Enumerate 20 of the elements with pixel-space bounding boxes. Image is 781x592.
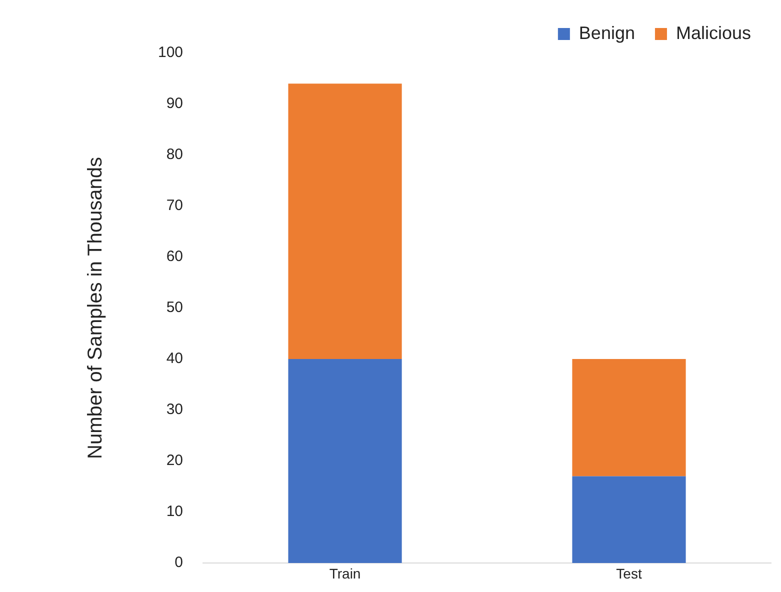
- x-tick-label: Train: [329, 565, 361, 582]
- legend-label: Benign: [578, 22, 635, 43]
- y-tick-label: 60: [166, 248, 184, 266]
- legend-label: Malicious: [676, 22, 752, 43]
- y-tick-label: 70: [166, 197, 184, 214]
- y-tick-label: 20: [166, 452, 184, 470]
- y-tick-label: 50: [166, 299, 184, 316]
- bar: [288, 359, 402, 563]
- y-tick-label: 0: [174, 554, 184, 572]
- bar: [288, 84, 402, 359]
- y-tick-label: 80: [166, 146, 184, 164]
- bar: [572, 359, 686, 476]
- y-tick-label: 90: [166, 95, 184, 112]
- y-tick-label: 30: [166, 401, 184, 418]
- x-tick-label: Test: [616, 565, 642, 582]
- y-tick-label: 40: [166, 350, 184, 368]
- y-tick-label: 100: [158, 44, 184, 62]
- y-axis-title: Number of Samples in Thousands: [84, 156, 107, 460]
- bar: [572, 476, 686, 563]
- y-tick-label: 10: [166, 503, 184, 520]
